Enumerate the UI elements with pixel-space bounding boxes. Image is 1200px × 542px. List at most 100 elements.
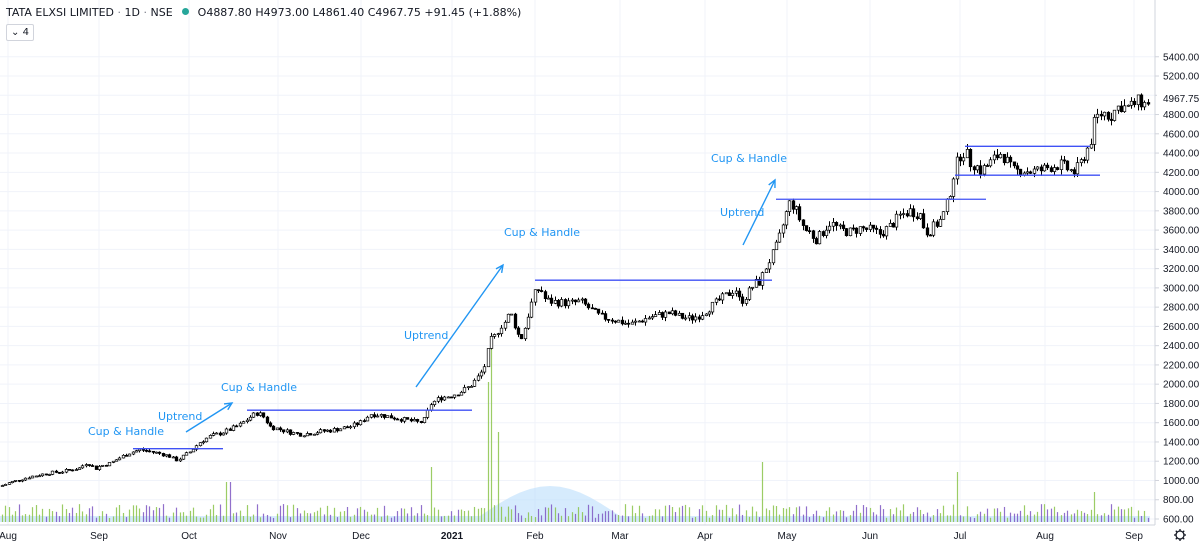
volume-bar [14, 511, 17, 522]
volume-bar [581, 512, 584, 522]
candle-body [124, 454, 129, 457]
volume-bar [192, 507, 195, 522]
volume-bar [738, 504, 741, 522]
y-tick-label: 1400.00 [1163, 437, 1200, 448]
candle-body [67, 469, 72, 471]
candle-body [489, 336, 494, 349]
volume-bar [557, 513, 560, 522]
candle-body [777, 232, 782, 243]
candle-body [1072, 169, 1077, 175]
candle-body [137, 448, 142, 452]
volume-bar [949, 515, 952, 522]
candle-body [1112, 109, 1117, 121]
annotations: Cup & Handle Uptrend Cup & Handle Uptrend Cu… [88, 152, 787, 438]
ohlc-low: L4861.40 [312, 6, 365, 19]
volume-bar [691, 517, 694, 522]
volume-bars [0, 347, 1150, 522]
candle-body [7, 482, 12, 485]
candle-body [817, 231, 822, 245]
candle-body [536, 289, 541, 292]
candle-body [549, 297, 554, 304]
volume-bar [467, 510, 470, 522]
volume-bar [95, 517, 98, 522]
time-axis[interactable]: Aug Sep Oct Nov Dec 2021 Feb Mar Apr May Jun Jul Aug… [0, 524, 1186, 542]
volume-bar [902, 504, 905, 522]
candle-body [901, 213, 906, 215]
interval-label[interactable]: 1D [124, 6, 140, 19]
candle-body [724, 292, 729, 295]
candle-body [107, 462, 112, 467]
candle-body [1022, 172, 1027, 176]
candle-body [40, 473, 45, 477]
candle-body [369, 414, 374, 418]
candle-body [687, 315, 692, 319]
volume-bar [1053, 506, 1056, 522]
annotation-label: Uptrend [720, 206, 764, 219]
candle-body [603, 313, 608, 320]
volume-bar [554, 507, 557, 522]
x-tick-label: Aug [1036, 531, 1054, 542]
symbol-name[interactable]: TATA ELXSI LIMITED [6, 6, 115, 19]
volume-bar [326, 505, 329, 522]
candle-body [774, 241, 779, 251]
volume-bar [885, 517, 888, 522]
candle-body [405, 417, 410, 420]
volume-bar [155, 507, 158, 522]
candle-body [727, 292, 732, 296]
volume-bar [869, 507, 872, 522]
volume-bar [805, 506, 808, 522]
candle-body [620, 319, 625, 325]
x-tick-label: Sep [1125, 531, 1143, 542]
volume-bar [430, 467, 433, 522]
volume-bar [849, 515, 852, 522]
indicators-toggle-button[interactable]: ⌄ 4 [6, 24, 34, 41]
candle-body [931, 221, 936, 236]
volume-bar [55, 511, 58, 522]
volume-bar [962, 516, 965, 522]
volume-bar [1107, 514, 1110, 522]
candle-body [80, 465, 85, 469]
candle-body [1035, 166, 1040, 170]
candle-body [1042, 164, 1047, 172]
volume-bar [396, 511, 399, 522]
candle-body [201, 441, 206, 444]
volume-bar [527, 512, 530, 522]
candle-body [131, 451, 136, 455]
volume-bar [1133, 517, 1136, 522]
candle-body [526, 316, 531, 329]
candle-body [104, 464, 109, 467]
volume-bar [1063, 512, 1066, 522]
candle-body [241, 421, 246, 424]
candle-body [365, 416, 370, 422]
candle-body [44, 473, 49, 476]
candle-body [767, 262, 772, 270]
candle-body [188, 451, 193, 454]
candle-body [234, 425, 239, 428]
volume-bar [48, 508, 51, 522]
volume-bar [751, 506, 754, 522]
volume-bar [71, 507, 74, 522]
candle-body [988, 159, 993, 167]
volume-bar [711, 515, 714, 522]
volume-bar [168, 517, 171, 522]
candle-body [258, 412, 263, 416]
volume-bar [61, 504, 64, 522]
candle-body [385, 415, 390, 418]
volume-bar [1046, 509, 1049, 522]
volume-bar [547, 507, 550, 522]
candle-body [543, 291, 548, 300]
candle-body [871, 224, 876, 229]
candle-body [888, 222, 893, 227]
volume-bar [85, 514, 88, 522]
volume-bar [708, 517, 711, 522]
candle-body [425, 409, 430, 418]
price-axis[interactable]: 5400.005200.005000.004800.004600.004400.… [1154, 0, 1200, 526]
volume-bar [1043, 504, 1046, 522]
candle-body [342, 426, 347, 430]
volume-bar [597, 513, 600, 522]
volume-bar [822, 517, 825, 522]
volume-bar [1026, 514, 1029, 522]
candle-body [955, 156, 960, 180]
candle-body [925, 227, 930, 236]
